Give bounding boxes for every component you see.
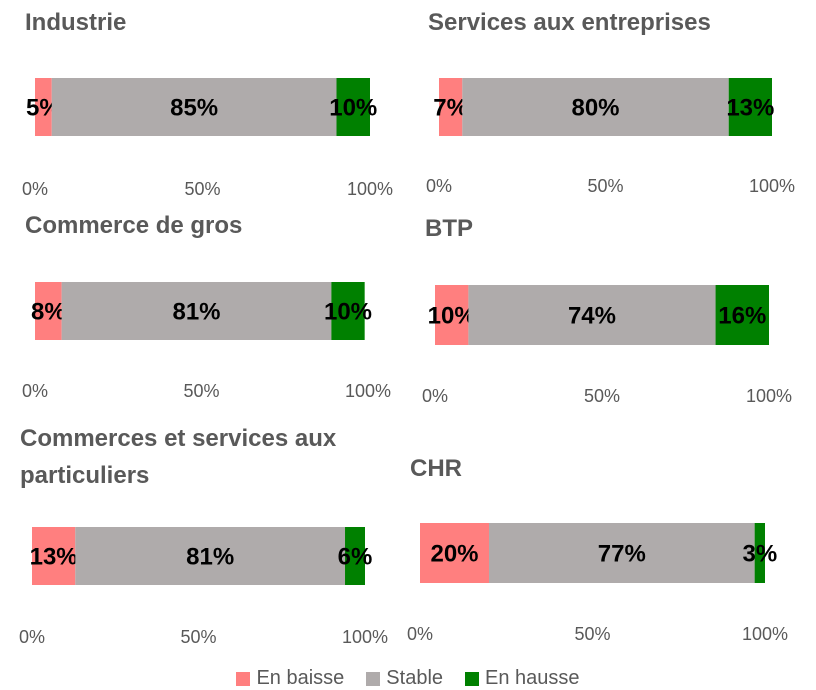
- bar-segment: [345, 527, 365, 585]
- bar-segment: [715, 285, 769, 345]
- x-tick-label: 0%: [22, 179, 48, 199]
- x-tick-label: 0%: [426, 176, 452, 196]
- chart-title: Industrie: [25, 9, 127, 36]
- x-tick-label: 100%: [749, 176, 795, 196]
- legend-label: En baisse: [256, 667, 345, 689]
- bar-segment: [35, 282, 62, 340]
- chart-title: Commerce de gros: [25, 212, 243, 239]
- legend-swatch: [236, 671, 251, 686]
- data-label: 7%: [433, 94, 468, 121]
- x-tick-label: 0%: [422, 386, 448, 406]
- x-tick-label: 100%: [746, 386, 792, 406]
- data-label: 10%: [324, 298, 372, 325]
- data-label: 13%: [30, 543, 78, 570]
- data-label: 8%: [31, 298, 66, 325]
- chart-title: Services aux entreprises: [428, 9, 711, 36]
- bar-segment: [35, 78, 52, 136]
- data-label: 10%: [428, 302, 476, 329]
- bar-segment: [51, 78, 337, 136]
- x-tick-label: 0%: [407, 624, 433, 644]
- data-label: 81%: [186, 543, 234, 570]
- x-tick-label: 50%: [584, 386, 620, 406]
- x-tick-label: 0%: [19, 627, 45, 647]
- data-label: 81%: [172, 298, 220, 325]
- data-label: 16%: [718, 302, 766, 329]
- data-label: 10%: [329, 94, 377, 121]
- legend-label: Stable: [386, 667, 444, 689]
- data-label: 74%: [568, 302, 616, 329]
- x-tick-label: 0%: [22, 381, 48, 401]
- x-tick-label: 50%: [184, 179, 220, 199]
- x-tick-label: 50%: [587, 176, 623, 196]
- data-label: 3%: [742, 540, 777, 567]
- bar-segment: [435, 285, 469, 345]
- bar-segment: [439, 78, 463, 136]
- chart-title: CHR: [410, 455, 462, 482]
- data-label: 20%: [430, 540, 478, 567]
- bar-segment: [331, 282, 365, 340]
- bar-segment: [75, 527, 346, 585]
- bar-segment: [420, 523, 489, 583]
- chart-title: BTP: [425, 215, 473, 242]
- data-label: 77%: [598, 540, 646, 567]
- x-tick-label: 50%: [574, 624, 610, 644]
- x-tick-label: 100%: [345, 381, 391, 401]
- chart-title: Commerces et services aux particuliers: [20, 425, 337, 489]
- bar-segment: [754, 523, 765, 583]
- legend-label: En hausse: [485, 667, 580, 689]
- bar-segment: [32, 527, 76, 585]
- bar-segment: [728, 78, 772, 136]
- x-tick-label: 100%: [347, 179, 393, 199]
- bar-segment: [61, 282, 332, 340]
- data-label: 13%: [726, 94, 774, 121]
- legend-swatch: [465, 671, 480, 686]
- bar-segment: [336, 78, 370, 136]
- bar-segment: [489, 523, 755, 583]
- bar-segment: [468, 285, 716, 345]
- legend: En baisse Stable En hausse: [0, 667, 816, 690]
- x-tick-label: 100%: [342, 627, 388, 647]
- legend-item: En hausse: [465, 667, 580, 690]
- data-label: 6%: [338, 543, 373, 570]
- data-label: 85%: [170, 94, 218, 121]
- legend-item: Stable: [366, 667, 443, 690]
- x-tick-label: 100%: [742, 624, 788, 644]
- x-tick-label: 50%: [180, 627, 216, 647]
- x-tick-label: 50%: [183, 381, 219, 401]
- legend-item: En baisse: [236, 667, 344, 690]
- bar-segment: [462, 78, 729, 136]
- legend-swatch: [366, 671, 381, 686]
- data-label: 80%: [571, 94, 619, 121]
